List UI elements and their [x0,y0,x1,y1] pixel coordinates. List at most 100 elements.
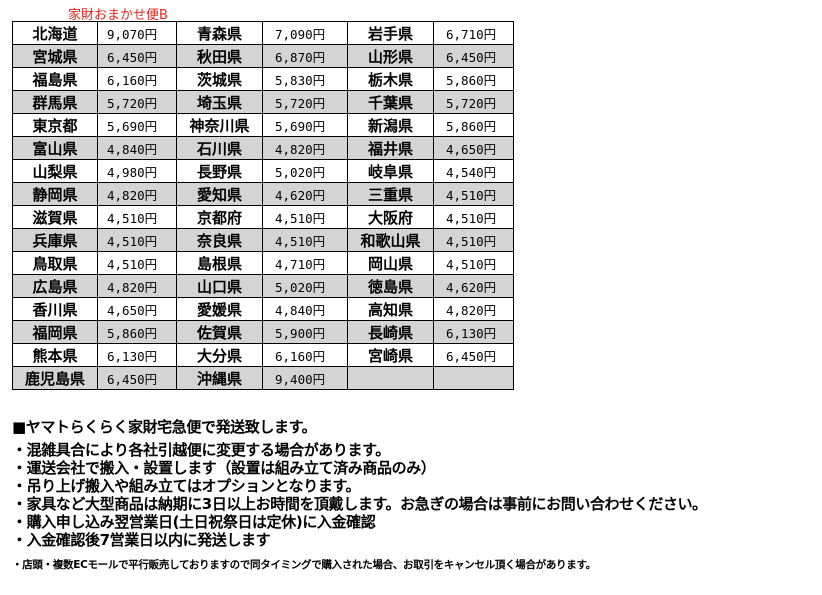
note-item: ・吊り上げ搬入や組み立てはオプションとなります。 [12,477,361,495]
price-cell: 4,650円 [433,136,514,160]
prefecture-cell: 福島県 [12,67,98,91]
price-cell: 6,710円 [433,21,514,45]
table-row: 熊本県 6,130円 大分県 6,160円 宮崎県 6,450円 [12,343,514,367]
prefecture-cell: 愛媛県 [176,297,263,321]
price-cell [433,366,514,390]
note-item: ・家具など大型商品は納期に3日以上お時間を頂戴します。お急ぎの場合は事前にお問い… [12,495,707,513]
prefecture-cell: 兵庫県 [12,228,98,252]
prefecture-cell: 香川県 [12,297,98,321]
prefecture-cell: 佐賀県 [176,320,263,344]
prefecture-cell: 鳥取県 [12,251,98,275]
prefecture-cell: 富山県 [12,136,98,160]
note-item: ・運送会社で搬入・設置します（設置は組み立て済み商品のみ） [12,459,436,477]
prefecture-cell: 栃木県 [347,67,434,91]
prefecture-cell: 長崎県 [347,320,434,344]
prefecture-cell: 茨城県 [176,67,263,91]
prefecture-cell: 神奈川県 [176,113,263,137]
price-cell: 4,620円 [262,182,348,206]
price-cell: 5,720円 [433,90,514,114]
price-cell: 4,510円 [433,205,514,229]
table-row: 兵庫県 4,510円 奈良県 4,510円 和歌山県 4,510円 [12,228,514,252]
price-cell: 4,840円 [97,136,177,160]
prefecture-cell: 静岡県 [12,182,98,206]
table-row: 香川県 4,650円 愛媛県 4,840円 高知県 4,820円 [12,297,514,321]
table-row: 福岡県 5,860円 佐賀県 5,900円 長崎県 6,130円 [12,320,514,344]
price-cell: 4,840円 [262,297,348,321]
prefecture-cell: 東京都 [12,113,98,137]
price-cell: 5,690円 [97,113,177,137]
prefecture-cell: 奈良県 [176,228,263,252]
price-cell: 6,450円 [97,366,177,390]
price-cell: 5,830円 [262,67,348,91]
price-cell: 4,510円 [97,205,177,229]
table-row: 山梨県 4,980円 長野県 5,020円 岐阜県 4,540円 [12,159,514,183]
price-cell: 4,510円 [262,205,348,229]
prefecture-cell: 宮城県 [12,44,98,68]
table-row: 東京都 5,690円 神奈川県 5,690円 新潟県 5,860円 [12,113,514,137]
price-cell: 4,820円 [433,297,514,321]
price-cell: 4,510円 [433,228,514,252]
prefecture-cell: 広島県 [12,274,98,298]
prefecture-cell: 北海道 [12,21,98,45]
table-row: 滋賀県 4,510円 京都府 4,510円 大阪府 4,510円 [12,205,514,229]
prefecture-cell: 徳島県 [347,274,434,298]
table-title: 家財おまかせ便B [68,8,168,23]
prefecture-cell: 青森県 [176,21,263,45]
prefecture-cell: 岡山県 [347,251,434,275]
prefecture-cell: 秋田県 [176,44,263,68]
table-row: 北海道 9,070円 青森県 7,090円 岩手県 6,710円 [12,21,514,45]
prefecture-cell: 山口県 [176,274,263,298]
price-cell: 4,980円 [97,159,177,183]
price-cell: 7,090円 [262,21,348,45]
price-cell: 4,510円 [97,228,177,252]
price-cell: 4,510円 [433,182,514,206]
prefecture-cell: 沖縄県 [176,366,263,390]
table-row: 宮城県 6,450円 秋田県 6,870円 山形県 6,450円 [12,44,514,68]
price-cell: 9,070円 [97,21,177,45]
prefecture-cell: 京都府 [176,205,263,229]
price-cell: 5,860円 [97,320,177,344]
price-cell: 6,450円 [433,343,514,367]
price-cell: 5,900円 [262,320,348,344]
price-cell: 5,720円 [262,90,348,114]
price-cell: 9,400円 [262,366,348,390]
price-cell: 5,020円 [262,159,348,183]
prefecture-cell: 大分県 [176,343,263,367]
price-cell: 4,710円 [262,251,348,275]
prefecture-cell: 滋賀県 [12,205,98,229]
prefecture-cell: 高知県 [347,297,434,321]
price-cell: 4,510円 [262,228,348,252]
prefecture-cell: 福岡県 [12,320,98,344]
table-row: 静岡県 4,820円 愛知県 4,620円 三重県 4,510円 [12,182,514,206]
prefecture-cell: 山形県 [347,44,434,68]
price-cell: 6,450円 [97,44,177,68]
price-cell: 4,820円 [97,274,177,298]
prefecture-cell: 福井県 [347,136,434,160]
note-small: ・店頭・複数ECモールで平行販売しておりますので同タイミングで購入された場合、お… [12,559,596,571]
table-row: 広島県 4,820円 山口県 5,020円 徳島県 4,620円 [12,274,514,298]
shipping-notes: ■ヤマトらくらく家財宅急便で発送致します。 ・混雑具合により各社引越便に変更する… [12,418,707,574]
prefecture-cell: 和歌山県 [347,228,434,252]
prefecture-cell: 大阪府 [347,205,434,229]
price-cell: 6,160円 [262,343,348,367]
price-cell: 4,540円 [433,159,514,183]
price-cell: 6,160円 [97,67,177,91]
price-cell: 6,870円 [262,44,348,68]
prefecture-cell: 群馬県 [12,90,98,114]
shipping-fee-table: 北海道 9,070円 青森県 7,090円 岩手県 6,710円 宮城県 6,450円 秋田県 6… [12,21,514,390]
table-row: 鹿児島県 6,450円 沖縄県 9,400円 [12,366,514,390]
prefecture-cell: 島根県 [176,251,263,275]
prefecture-cell: 山梨県 [12,159,98,183]
table-row: 群馬県 5,720円 埼玉県 5,720円 千葉県 5,720円 [12,90,514,114]
table-row: 富山県 4,840円 石川県 4,820円 福井県 4,650円 [12,136,514,160]
prefecture-cell: 岩手県 [347,21,434,45]
prefecture-cell: 愛知県 [176,182,263,206]
price-cell: 4,620円 [433,274,514,298]
prefecture-cell: 鹿児島県 [12,366,98,390]
prefecture-cell: 新潟県 [347,113,434,137]
price-cell: 6,130円 [433,320,514,344]
prefecture-cell: 岐阜県 [347,159,434,183]
note-item: ・入金確認後7営業日以内に発送します [12,531,271,549]
price-cell: 4,510円 [97,251,177,275]
prefecture-cell: 長野県 [176,159,263,183]
